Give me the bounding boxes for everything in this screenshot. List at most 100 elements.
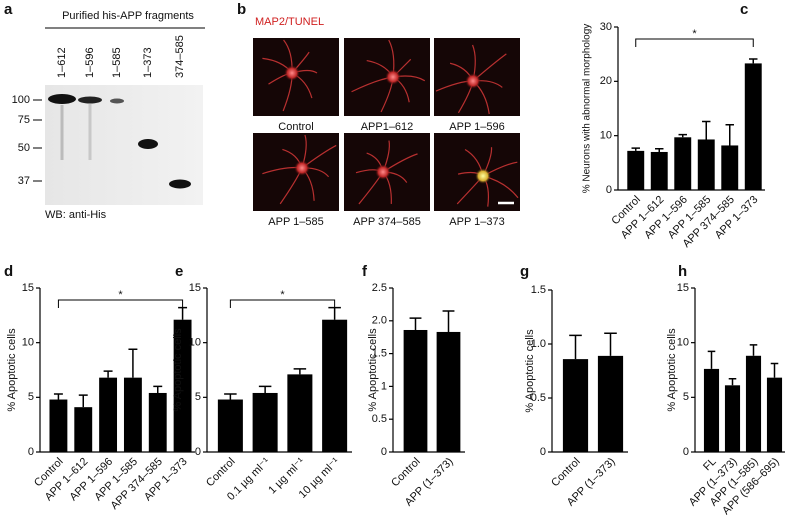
bar (744, 63, 762, 190)
bar (123, 377, 142, 452)
error-bar (258, 385, 272, 393)
x-tick-label: Control (549, 456, 583, 490)
y-tick-label: 0 (540, 446, 546, 458)
soma (375, 164, 391, 180)
blot-bands (48, 94, 191, 189)
error-bar (328, 306, 341, 320)
bar (49, 399, 68, 452)
error-bar (749, 58, 758, 64)
y-tick-label: 30 (600, 21, 612, 33)
significance-label: * (280, 289, 285, 301)
panel-letter: e (175, 263, 183, 280)
error-bar (53, 393, 63, 400)
y-tick-label: 10 (22, 337, 34, 349)
y-tick-label: 10 (677, 337, 689, 349)
soma (284, 65, 300, 81)
error-bar (631, 147, 640, 151)
error-bar (128, 348, 138, 378)
y-tick-label: 1.5 (531, 284, 546, 296)
error-bar (569, 334, 582, 360)
y-tick-label: 0.5 (372, 413, 387, 425)
y-axis-label: % Apoptotic cells (6, 328, 18, 412)
lane-label: 374–585 (174, 35, 186, 78)
y-tick-label: 15 (189, 282, 201, 294)
mw-label: 75 (18, 114, 30, 126)
y-axis-label: % Apoptotic cells (367, 328, 379, 412)
panel-letter: f (362, 263, 368, 280)
stain-label: MAP2/TUNEL (255, 16, 324, 28)
micrograph-label: APP1–612 (361, 121, 414, 133)
x-tick-label: Control (204, 456, 238, 490)
error-bar (655, 147, 664, 152)
error-bar (728, 377, 737, 386)
bar (627, 150, 645, 190)
micrograph-label: Control (278, 121, 313, 133)
panel-letter: h (678, 263, 687, 280)
bar (287, 374, 313, 452)
bar (99, 377, 118, 452)
soma (475, 168, 491, 184)
y-tick-label: 2.0 (372, 315, 387, 327)
y-tick-label: 0.5 (531, 392, 546, 404)
bar (703, 368, 720, 452)
bar (74, 407, 93, 452)
error-bar (153, 385, 163, 393)
bar (674, 137, 692, 190)
error-bar (442, 310, 455, 332)
y-axis-label: % Apoptotic cells (666, 328, 678, 412)
panel-letter: c (740, 1, 748, 18)
panel-letter: a (4, 1, 13, 18)
y-tick-label: 15 (22, 282, 34, 294)
lane-label: 1–585 (111, 47, 123, 78)
bar (436, 331, 461, 452)
y-tick-label: 2.5 (372, 282, 387, 294)
panel-letter: d (4, 263, 13, 280)
error-bar (409, 317, 422, 330)
y-tick-label: 1.0 (531, 338, 546, 350)
error-bar (770, 362, 779, 378)
y-tick-label: 5 (683, 391, 689, 403)
significance-bracket (229, 299, 336, 308)
bar (650, 151, 668, 190)
soma (465, 73, 481, 89)
micrograph-label: APP 1–585 (268, 216, 323, 228)
significance-bracket (57, 299, 184, 308)
error-bar (103, 370, 113, 378)
error-bar (749, 344, 758, 356)
bar (597, 355, 624, 452)
y-axis-label: % Apoptotic cells (524, 329, 536, 413)
mw-label: 50 (18, 142, 30, 154)
mw-label: 100 (12, 94, 30, 106)
y-tick-label: 20 (600, 75, 612, 87)
micrograph-label: APP 374–585 (353, 216, 421, 228)
y-tick-label: 10 (600, 130, 612, 142)
blot-caption: WB: anti-His (45, 209, 107, 221)
error-bar (707, 350, 716, 369)
panel-letter: b (237, 1, 246, 18)
y-tick-label: 5 (195, 391, 201, 403)
bar (322, 319, 348, 452)
y-axis-label: % Neurons with abnormal morphology (582, 24, 593, 194)
micrograph-label: APP 1–373 (449, 216, 504, 228)
blot-title: Purified his-APP fragments (62, 10, 194, 22)
error-bar (293, 368, 307, 375)
bar (148, 392, 167, 452)
y-tick-label: 1.5 (372, 348, 387, 360)
error-bar (224, 393, 237, 400)
mw-label: 37 (18, 175, 30, 187)
error-bar (78, 394, 88, 408)
bar (724, 385, 741, 452)
bar (766, 377, 783, 452)
y-tick-label: 5 (28, 391, 34, 403)
significance-label: * (692, 28, 697, 40)
y-tick-label: 0 (683, 446, 689, 458)
y-tick-label: 0 (606, 184, 612, 196)
significance-label: * (118, 289, 123, 301)
soma (294, 160, 310, 176)
y-tick-label: 0 (381, 446, 387, 458)
lane-label: 1–373 (142, 47, 154, 78)
bar (252, 392, 278, 452)
significance-bracket (635, 38, 754, 47)
error-bar (725, 124, 734, 146)
